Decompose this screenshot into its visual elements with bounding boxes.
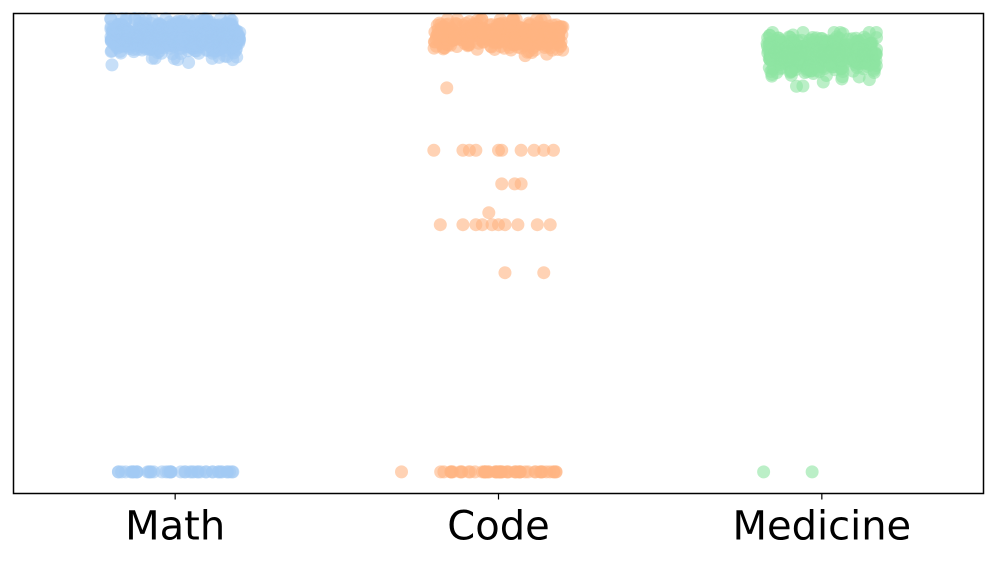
- code-point: [444, 465, 458, 479]
- code-point: [475, 218, 489, 232]
- medicine-point: [767, 40, 781, 54]
- medicine-point: [785, 64, 799, 78]
- math-point: [206, 465, 220, 479]
- code-point: [490, 18, 504, 32]
- code-point: [469, 143, 483, 157]
- math-point: [105, 58, 119, 72]
- medicine-point: [827, 35, 841, 49]
- code-point: [433, 218, 447, 232]
- math-point: [147, 465, 161, 479]
- x-axis-ticks: Math Code Medicine: [125, 493, 911, 550]
- medicine-point: [802, 59, 816, 73]
- code-point: [484, 39, 498, 53]
- code-point: [498, 218, 512, 232]
- math-point: [121, 25, 135, 39]
- math-point: [151, 31, 165, 44]
- code-point: [530, 218, 544, 232]
- code-point: [549, 465, 563, 479]
- code-point: [395, 465, 408, 479]
- code-point: [465, 25, 479, 39]
- x-tick-label-medicine: Medicine: [732, 504, 911, 550]
- medicine-point: [841, 32, 855, 46]
- math-point: [226, 53, 240, 67]
- medicine-point: [782, 42, 796, 56]
- code-point: [482, 206, 496, 220]
- code-point: [512, 465, 526, 479]
- math-point: [217, 30, 231, 44]
- code-point: [435, 29, 449, 43]
- code-point: [440, 81, 454, 95]
- code-point: [543, 218, 557, 232]
- x-tick-label-code: Code: [447, 504, 549, 550]
- math-point: [226, 465, 240, 479]
- plot-frame: [12, 12, 985, 495]
- math-point: [145, 12, 159, 26]
- code-point: [444, 21, 458, 35]
- medicine-point: [757, 465, 771, 479]
- medicine-point: [805, 465, 819, 479]
- code-point: [493, 465, 507, 479]
- code-point: [537, 266, 551, 280]
- medicine-point: [774, 52, 788, 66]
- code-point: [514, 143, 528, 157]
- math-point: [104, 34, 118, 48]
- code-point: [476, 26, 490, 40]
- code-point: [456, 218, 470, 232]
- math-point: [201, 38, 215, 52]
- code-point: [468, 465, 482, 479]
- code-point: [537, 143, 551, 157]
- code-point: [554, 39, 568, 53]
- code-point: [498, 266, 512, 280]
- math-point: [129, 465, 143, 479]
- math-point: [200, 27, 214, 41]
- points-layer: [104, 12, 884, 479]
- math-point: [190, 24, 204, 38]
- code-point: [507, 13, 521, 26]
- math-point: [188, 44, 202, 58]
- math-point: [164, 465, 178, 479]
- code-point: [530, 32, 544, 46]
- code-point: [514, 177, 528, 191]
- code-point: [533, 465, 547, 479]
- code-point: [434, 17, 448, 31]
- x-tick-label-math: Math: [125, 504, 225, 550]
- medicine-point: [836, 65, 850, 79]
- code-point: [427, 143, 441, 157]
- code-point: [495, 177, 509, 191]
- math-point: [111, 465, 125, 479]
- code-point: [546, 143, 560, 157]
- math-point: [176, 32, 190, 46]
- code-point: [509, 34, 523, 48]
- medicine-point: [796, 79, 810, 93]
- code-point: [478, 465, 492, 479]
- math-point: [128, 12, 142, 26]
- code-point: [527, 143, 541, 157]
- code-point: [448, 32, 462, 46]
- math-point: [227, 40, 241, 54]
- code-point: [488, 29, 502, 43]
- code-point: [495, 143, 509, 157]
- math-point: [160, 21, 174, 35]
- math-point: [182, 56, 196, 70]
- code-point: [519, 37, 533, 51]
- math-point: [183, 465, 197, 479]
- code-point: [511, 218, 525, 232]
- medicine-point: [840, 43, 854, 57]
- code-point: [454, 465, 468, 479]
- medicine-point: [763, 28, 777, 42]
- medicine-point: [810, 44, 824, 58]
- math-point: [111, 21, 125, 35]
- medicine-point: [857, 47, 871, 61]
